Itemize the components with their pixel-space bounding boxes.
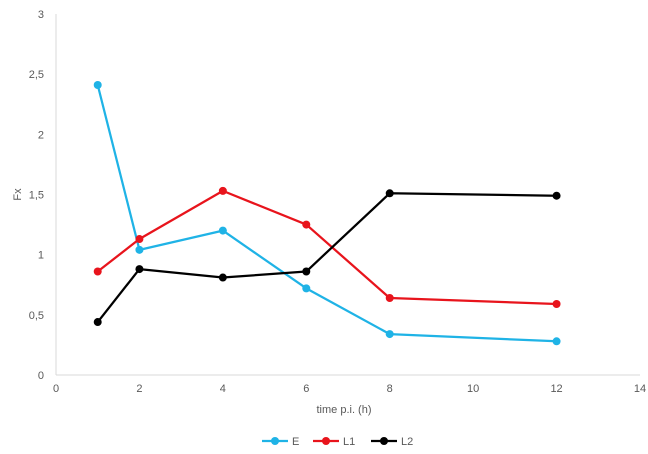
data-point: [218, 226, 227, 235]
data-point: [93, 80, 102, 89]
y-tick-label: 2: [38, 129, 44, 141]
legend-marker: [271, 437, 279, 445]
data-point: [302, 267, 311, 276]
legend: E L1 L2: [262, 436, 413, 448]
data-point: [93, 267, 102, 276]
legend-label: L1: [343, 436, 355, 448]
y-axis-title: Fx: [12, 188, 24, 201]
y-tick-label: 0: [38, 370, 44, 382]
data-point: [218, 186, 227, 195]
data-point: [135, 245, 144, 254]
y-tick-label: 3: [38, 9, 44, 21]
x-axis-ticks: 0 2 4 6 8 10 12 14: [53, 383, 646, 395]
series-line: [96, 192, 558, 324]
y-axis-ticks: 0 0,5 1 1,5 2 2,5 3: [29, 9, 44, 382]
y-tick-label: 1: [38, 250, 44, 262]
data-point: [135, 235, 144, 244]
series-e: [93, 80, 561, 346]
data-point: [552, 337, 561, 346]
x-tick-label: 8: [387, 383, 393, 395]
axes: [55, 14, 640, 376]
data-point: [385, 189, 394, 198]
legend-item-l2: L2: [371, 436, 413, 448]
data-point: [218, 273, 227, 282]
x-axis-title: time p.i. (h): [316, 404, 371, 416]
legend-item-e: E: [262, 436, 299, 448]
legend-marker: [380, 437, 388, 445]
data-point: [135, 265, 144, 274]
series-l1: [93, 186, 561, 309]
data-point: [552, 300, 561, 309]
x-tick-label: 2: [136, 383, 142, 395]
data-point: [552, 191, 561, 200]
x-tick-label: 12: [550, 383, 562, 395]
legend-label: L2: [401, 436, 413, 448]
x-tick-label: 14: [634, 383, 646, 395]
y-tick-label: 0,5: [29, 310, 44, 322]
data-point: [302, 284, 311, 293]
legend-marker: [322, 437, 330, 445]
series-line: [96, 189, 558, 306]
x-tick-label: 4: [220, 383, 226, 395]
x-tick-label: 10: [467, 383, 479, 395]
series-line: [96, 83, 558, 343]
series-group: [93, 80, 561, 346]
legend-item-l1: L1: [313, 436, 355, 448]
legend-label: E: [292, 436, 299, 448]
data-point: [385, 330, 394, 339]
y-tick-label: 1,5: [29, 190, 44, 202]
series-l2: [93, 189, 561, 327]
data-point: [93, 318, 102, 327]
x-tick-label: 0: [53, 383, 59, 395]
data-point: [385, 293, 394, 302]
data-point: [302, 220, 311, 229]
y-tick-label: 2,5: [29, 69, 44, 81]
x-tick-label: 6: [303, 383, 309, 395]
